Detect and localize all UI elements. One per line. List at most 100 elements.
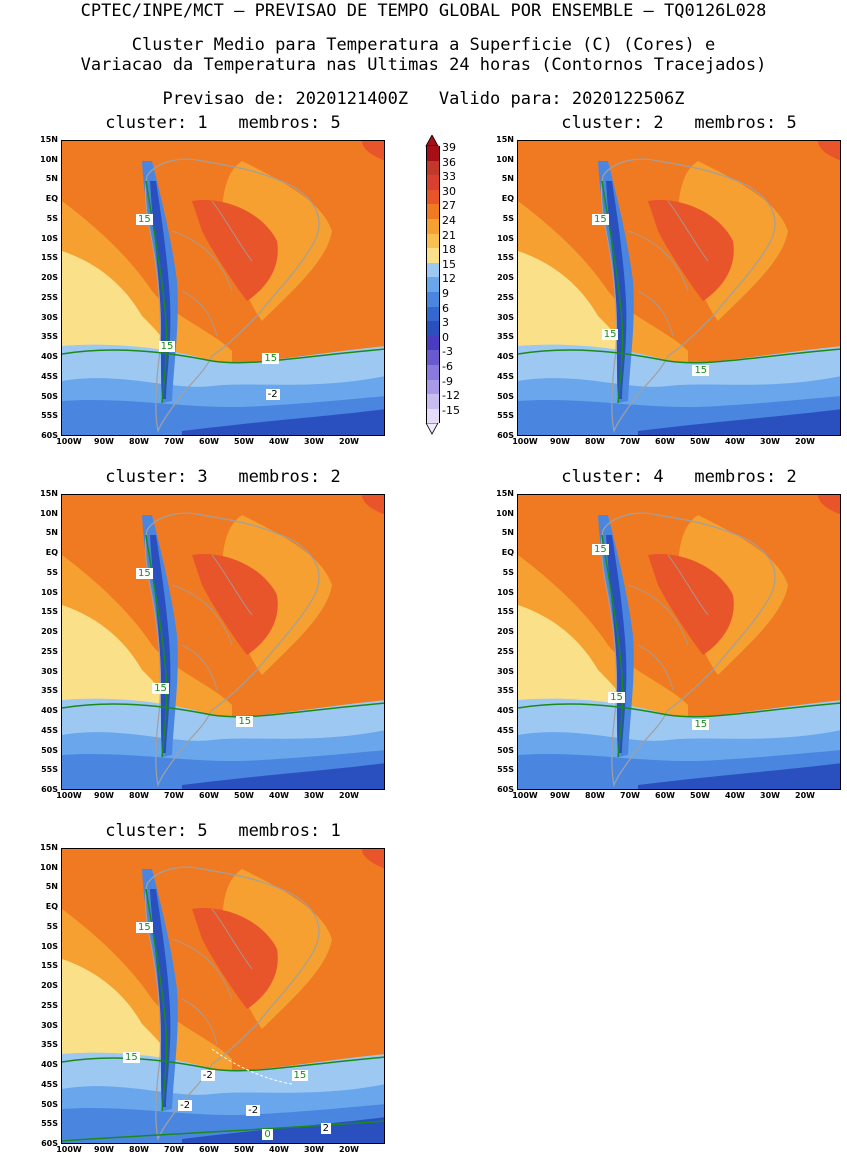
y-tick-label: 10N [496, 154, 514, 164]
colorbar-label: 39 [442, 141, 456, 154]
colorbar-label: 21 [442, 228, 456, 242]
y-tick-label: EQ [45, 194, 58, 204]
contour-label: 15 [692, 718, 710, 730]
contour-label: 15 [136, 567, 153, 579]
y-tick-label: 5N [45, 882, 58, 892]
x-tick-label: 100W [512, 791, 538, 800]
x-tick-label: 50W [690, 791, 710, 800]
contour-label: 15 [158, 341, 176, 353]
x-tick-label: 60W [655, 437, 675, 446]
y-tick-label: 35S [41, 686, 58, 696]
y-tick-label: 20S [41, 981, 58, 991]
y-tick-label: 55S [497, 765, 514, 775]
x-tick-label: 60W [655, 791, 675, 800]
x-tick-label: 30W [760, 437, 780, 446]
y-tick-label: 45S [41, 371, 58, 381]
x-tick-label: 40W [269, 1145, 289, 1154]
x-tick-label: 90W [94, 437, 114, 446]
x-tick-label: 20W [795, 791, 815, 800]
x-tick-label: 60W [199, 1145, 219, 1154]
y-tick-label: 40S [497, 352, 514, 362]
x-tick-label: 80W [129, 791, 149, 800]
y-tick-label: 5S [502, 213, 514, 223]
x-tick-label: 50W [690, 437, 710, 446]
colorbar-label: 33 [442, 170, 456, 184]
y-tick-label: 35S [41, 1040, 58, 1050]
contour-label: 15 [236, 715, 254, 727]
y-tick-label: 45S [41, 725, 58, 735]
colorbar-label: 24 [442, 214, 456, 227]
y-tick-label: 50S [41, 391, 58, 401]
x-tick-label: 70W [164, 437, 184, 446]
y-tick-label: 35S [41, 332, 58, 342]
x-tick-label: 90W [94, 1145, 114, 1154]
x-tick-label: 90W [94, 791, 114, 800]
y-tick-label: 10S [497, 233, 514, 243]
colorbar-segment [426, 262, 440, 278]
y-tick-label: 20S [497, 627, 514, 637]
x-tick-label: 90W [550, 791, 570, 800]
x-tick-label: 100W [512, 437, 538, 446]
y-tick-label: 25S [41, 646, 58, 656]
temperature-field [62, 141, 384, 435]
colorbar-label: -12 [442, 389, 460, 403]
contour-label: 15 [592, 544, 609, 556]
x-tick-label: 70W [164, 791, 184, 800]
colorbar-label: 12 [442, 272, 456, 286]
colorbar-label: -3 [442, 345, 453, 359]
y-tick-label: 15S [497, 253, 514, 263]
y-tick-label: 10S [41, 587, 58, 597]
y-tick-label: 45S [41, 1079, 58, 1089]
x-tick-label: 30W [304, 791, 324, 800]
x-tick-label: 30W [304, 437, 324, 446]
y-tick-label: 40S [41, 1060, 58, 1070]
y-tick-label: 5N [45, 528, 58, 538]
y-tick-label: 10N [40, 862, 58, 872]
contour-label: 15 [608, 692, 625, 704]
contour-label: 15 [152, 683, 169, 695]
y-tick-label: 50S [497, 391, 514, 401]
x-tick-label: 20W [339, 437, 359, 446]
colorbar-label: 15 [442, 257, 456, 271]
y-tick-label: 30S [41, 666, 58, 676]
colorbar-label: 36 [442, 155, 456, 169]
y-tick-label: 30S [497, 312, 514, 322]
y-tick-label: EQ [45, 548, 58, 558]
colorbar-segment [426, 277, 440, 292]
x-tick-label: 30W [760, 791, 780, 800]
panel-title: cluster: 2 membros: 5 [561, 113, 797, 133]
y-tick-label: 35S [497, 686, 514, 696]
colorbar-segment [426, 233, 440, 249]
x-tick-label: 20W [339, 1145, 359, 1154]
y-tick-label: 10N [40, 508, 58, 518]
y-tick-label: 20S [497, 273, 514, 283]
panel-title: cluster: 4 membros: 2 [561, 467, 797, 487]
x-tick-label: 50W [234, 791, 254, 800]
x-tick-label: 70W [620, 791, 640, 800]
y-tick-label: 15S [497, 607, 514, 617]
colorbar-label: -15 [442, 403, 460, 417]
header-line-1: CPTEC/INPE/MCT – PREVISAO DE TEMPO GLOBA… [80, 1, 767, 21]
y-tick-label: 55S [41, 1119, 58, 1129]
colorbar-segment [426, 204, 440, 219]
x-tick-label: 40W [269, 791, 289, 800]
contour-label: 15 [262, 353, 280, 365]
cluster-map [61, 494, 385, 790]
temperature-field [518, 141, 840, 435]
y-tick-label: 15N [496, 135, 514, 144]
x-tick-label: 40W [269, 437, 289, 446]
y-tick-label: 5N [501, 528, 514, 538]
colorbar-label: 0 [442, 330, 449, 344]
x-tick-label: 80W [585, 437, 605, 446]
cluster-map [517, 494, 841, 790]
colorbar-label: 6 [442, 301, 449, 315]
y-tick-label: 40S [41, 352, 58, 362]
y-tick-label: 15N [40, 843, 58, 852]
y-tick-label: 30S [497, 666, 514, 676]
cluster-map [61, 848, 385, 1144]
y-tick-label: 30S [41, 1020, 58, 1030]
y-tick-label: 25S [41, 1000, 58, 1010]
panel-title: cluster: 5 membros: 1 [105, 821, 341, 841]
x-tick-label: 30W [304, 1145, 324, 1154]
colorbar-segment [426, 350, 440, 365]
